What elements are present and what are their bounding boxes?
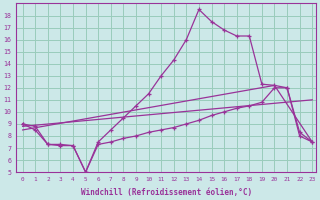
X-axis label: Windchill (Refroidissement éolien,°C): Windchill (Refroidissement éolien,°C): [81, 188, 252, 197]
